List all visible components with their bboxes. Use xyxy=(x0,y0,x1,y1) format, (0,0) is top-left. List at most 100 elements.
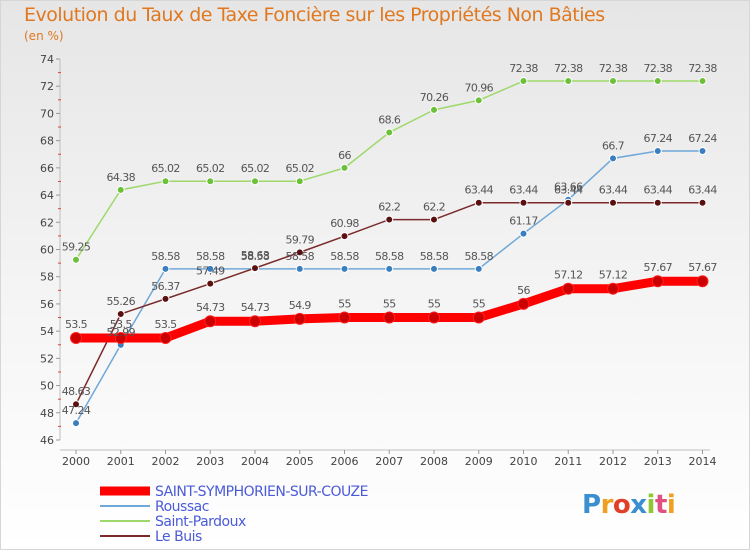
y-tick-label: 64 xyxy=(40,189,54,202)
data-point xyxy=(609,154,617,163)
y-tick-label: 72 xyxy=(40,80,54,93)
data-point xyxy=(251,264,259,273)
series-layer xyxy=(70,77,709,428)
data-point xyxy=(159,331,172,344)
data-label: 58.58 xyxy=(151,250,180,263)
data-label: 63.44 xyxy=(688,184,717,197)
data-label: 53.5 xyxy=(110,318,133,331)
y-tick-label: 46 xyxy=(40,434,54,447)
data-point xyxy=(562,282,575,295)
data-point xyxy=(519,229,528,238)
data-label: 63.66 xyxy=(554,181,583,194)
x-tick-label: 2010 xyxy=(510,455,538,468)
data-label: 59.79 xyxy=(286,233,315,246)
x-tick-label: 2013 xyxy=(644,455,672,468)
y-tick-label: 60 xyxy=(40,244,54,257)
data-point xyxy=(161,177,170,186)
data-label: 70.96 xyxy=(465,81,494,94)
data-point xyxy=(430,215,438,224)
data-label: 64.38 xyxy=(107,171,136,184)
data-label: 65.02 xyxy=(241,162,270,175)
y-tick-label: 58 xyxy=(40,271,54,284)
data-point xyxy=(653,146,662,155)
data-label: 55 xyxy=(383,298,396,311)
data-label: 63.44 xyxy=(465,184,494,197)
data-label: 70.26 xyxy=(420,91,449,104)
data-point xyxy=(116,309,125,318)
logo-letter: t xyxy=(654,490,667,520)
data-point xyxy=(474,198,483,207)
y-tick-label: 52 xyxy=(40,352,54,365)
logo-letter: i xyxy=(666,490,676,520)
data-label: 55 xyxy=(428,298,441,311)
axes: 46 48 50 52 54 56 58 60 62 64 66 68 70 72 74 2000 2001 20… xyxy=(40,53,717,468)
data-point xyxy=(698,146,707,155)
x-tick-label: 2000 xyxy=(62,455,90,468)
data-label: 56.37 xyxy=(151,280,180,293)
data-point xyxy=(295,264,304,273)
y-tick-label: 54 xyxy=(40,325,54,338)
legend-label: Roussac xyxy=(155,499,209,515)
data-point xyxy=(340,264,349,273)
data-point xyxy=(430,105,438,114)
data-label: 72.38 xyxy=(509,62,538,75)
data-point xyxy=(116,185,125,194)
data-point xyxy=(385,264,394,273)
data-point xyxy=(474,96,483,105)
data-point xyxy=(383,311,396,324)
data-point xyxy=(295,248,304,257)
data-label: 58.58 xyxy=(286,250,315,263)
y-tick-label: 74 xyxy=(40,53,54,66)
data-point xyxy=(340,232,349,241)
data-label: 58.58 xyxy=(330,250,359,263)
proxiti-logo: Proxiti xyxy=(582,490,676,520)
y-tick-label: 48 xyxy=(40,407,54,420)
data-label: 57.67 xyxy=(688,261,717,274)
data-label: 58.58 xyxy=(420,250,449,263)
data-label: 57.49 xyxy=(196,265,225,278)
logo-letter: o xyxy=(612,490,631,520)
data-point xyxy=(204,315,217,328)
data-point xyxy=(206,279,215,288)
x-tick-label: 2001 xyxy=(107,455,135,468)
data-label: 67.24 xyxy=(644,132,673,145)
data-point xyxy=(161,294,170,303)
y-tick-label: 50 xyxy=(40,380,54,393)
logo-letter: P xyxy=(582,490,601,520)
data-label: 58.63 xyxy=(241,249,270,262)
data-label: 53.5 xyxy=(65,318,88,331)
data-point xyxy=(564,198,573,207)
data-point xyxy=(607,282,619,295)
data-point xyxy=(293,312,306,325)
data-label: 67.24 xyxy=(688,132,717,145)
data-label: 65.02 xyxy=(196,162,225,175)
data-label: 72.38 xyxy=(554,62,583,75)
y-tick-label: 68 xyxy=(40,135,54,148)
x-tick-label: 2002 xyxy=(152,455,180,468)
data-label: 57.12 xyxy=(599,269,628,282)
data-point xyxy=(251,177,259,186)
legend: SAINT-SYMPHORIEN-SUR-COUZERoussacSaint-P… xyxy=(100,484,368,545)
data-point xyxy=(698,198,707,207)
x-tick-label: 2011 xyxy=(554,455,582,468)
data-label: 54.73 xyxy=(196,301,225,314)
data-label: 61.17 xyxy=(509,215,538,228)
x-tick-label: 2014 xyxy=(689,455,717,468)
data-label: 63.44 xyxy=(509,184,538,197)
data-label: 58.58 xyxy=(375,250,404,263)
data-label: 66 xyxy=(338,149,351,162)
data-label: 72.38 xyxy=(688,62,717,75)
data-point xyxy=(564,77,573,86)
data-point xyxy=(428,311,440,324)
x-tick-label: 2006 xyxy=(331,455,359,468)
x-tick-label: 2008 xyxy=(420,455,448,468)
y-tick-label: 62 xyxy=(40,216,54,229)
series-2 xyxy=(72,77,707,264)
data-point xyxy=(430,264,438,273)
data-label: 65.02 xyxy=(286,162,315,175)
data-label: 55 xyxy=(338,298,351,311)
y-tick-label: 56 xyxy=(40,298,54,311)
data-label: 58.58 xyxy=(241,250,270,263)
x-tick-label: 2007 xyxy=(375,455,403,468)
